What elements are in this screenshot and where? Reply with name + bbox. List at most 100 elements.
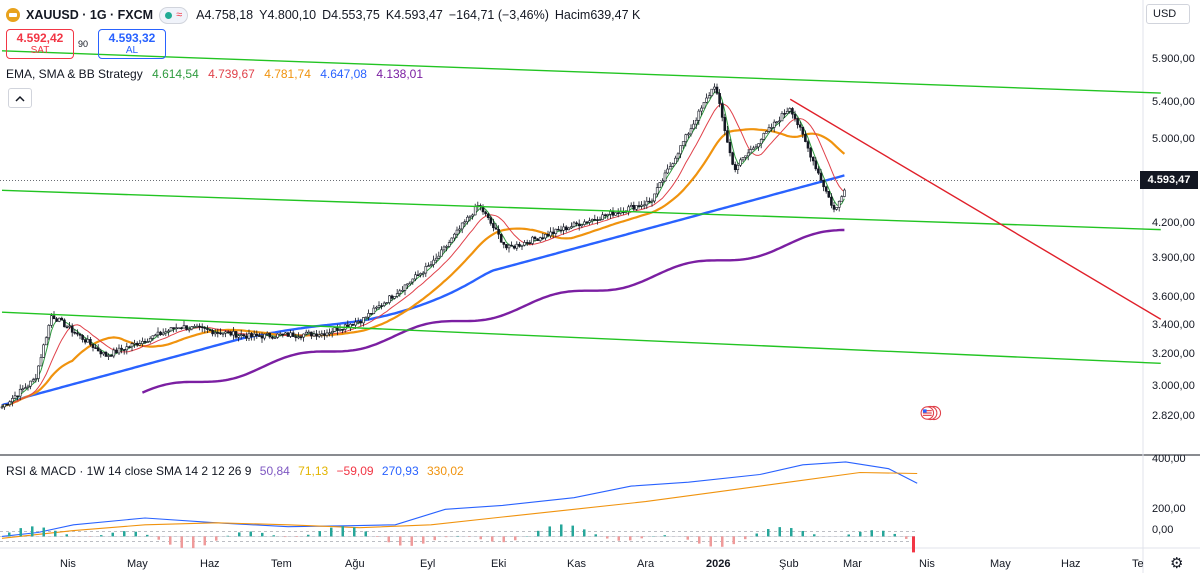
candle-body: [611, 211, 615, 216]
sell-button[interactable]: 4.592,42 SAT: [6, 29, 74, 59]
sub-axis-label: 0,00: [1152, 524, 1174, 536]
histogram-bar: [663, 535, 666, 537]
sub-pane: [0, 461, 918, 553]
candle-body: [302, 333, 305, 338]
buy-label: AL: [125, 45, 139, 56]
candle-body: [99, 350, 103, 355]
candle-body: [450, 237, 454, 243]
candle-body: [492, 223, 495, 229]
candle-body: [512, 245, 516, 249]
candle-body: [0, 406, 4, 409]
collapse-legend-button[interactable]: [8, 88, 32, 108]
candle-body: [484, 211, 487, 215]
candle-body: [710, 88, 714, 97]
gear-icon[interactable]: ⚙: [1170, 555, 1184, 572]
histogram-bar: [594, 534, 597, 537]
main-indicator-legend[interactable]: EMA, SMA & BB Strategy 4.614,54 4.739,67…: [6, 67, 429, 81]
candle-body: [424, 266, 428, 274]
change-value: −164,71 (−3,46%): [448, 8, 549, 22]
candle-body: [346, 324, 350, 328]
main-indicator-value: 4.138,01: [376, 67, 424, 81]
candle-body: [616, 212, 620, 215]
histogram-bar: [686, 536, 689, 540]
histogram-bar: [226, 535, 229, 537]
candle-body: [133, 342, 136, 345]
candle-body: [211, 330, 214, 335]
candle-body: [109, 355, 113, 357]
candle-body: [338, 329, 342, 331]
sub-axis-label: 200,00: [1152, 503, 1186, 515]
market-status-pill[interactable]: ≈: [159, 6, 189, 24]
candle-body: [120, 347, 123, 350]
histogram-bar: [882, 530, 885, 537]
candle-body: [801, 126, 805, 135]
histogram-bar: [422, 536, 425, 544]
candle-body: [572, 222, 576, 227]
histogram-bar: [912, 536, 915, 553]
us-flag-icon[interactable]: [920, 403, 942, 423]
candle-body: [705, 97, 708, 103]
histogram-bar: [111, 532, 114, 537]
candle-body: [796, 118, 799, 126]
candle-body: [112, 349, 116, 357]
candle-body: [471, 214, 474, 217]
candle-body: [713, 86, 716, 90]
trendline-green: [1, 50, 1161, 94]
candle-body: [640, 204, 643, 207]
candle-body: [393, 296, 396, 299]
candle-body: [757, 143, 760, 148]
candle-body: [505, 244, 508, 249]
histogram-bar: [249, 531, 252, 537]
candle-body: [843, 189, 846, 197]
histogram-bar: [318, 531, 321, 537]
candle-body: [250, 333, 253, 337]
candle-body: [427, 265, 430, 268]
candle-body: [414, 274, 417, 280]
price-axis-label: 4.200,00: [1152, 217, 1195, 229]
currency-selector[interactable]: USD: [1146, 4, 1190, 24]
candle-body: [226, 331, 230, 334]
sell-label: SAT: [30, 45, 50, 56]
histogram-bar: [629, 536, 632, 541]
candle-body: [351, 323, 355, 326]
candle-body: [804, 134, 807, 142]
histogram-bar: [42, 527, 45, 537]
candle-body: [96, 347, 100, 352]
candle-body: [419, 273, 422, 276]
candle-body: [395, 293, 399, 297]
candle-body: [125, 346, 129, 351]
candle-body: [8, 401, 12, 405]
candle-body: [603, 214, 607, 217]
candle-body: [3, 403, 6, 408]
histogram-bar: [261, 532, 264, 537]
histogram-bar: [353, 527, 356, 537]
sub-indicator-legend[interactable]: RSI & MACD · 1W 14 close SMA 14 2 12 26 …: [6, 464, 469, 478]
histogram-bar: [606, 536, 609, 539]
candle-body: [190, 326, 194, 330]
candle-body: [73, 331, 77, 334]
sell-price: 4.592,42: [16, 31, 64, 45]
candle-body: [86, 339, 90, 343]
histogram-bar: [732, 536, 735, 545]
candle-body: [221, 332, 225, 335]
candle-body: [666, 168, 669, 174]
histogram-bar: [307, 534, 310, 537]
candle-body: [286, 332, 290, 337]
candle-body: [655, 187, 659, 195]
candle-body: [759, 139, 763, 144]
candle-body: [648, 200, 651, 203]
symbol-title[interactable]: XAUUSD · 1G · FXCM: [26, 8, 154, 22]
candle-body: [788, 108, 792, 112]
candle-body: [694, 119, 698, 125]
candle-body: [115, 349, 118, 354]
candle-body: [294, 336, 298, 338]
candle-body: [78, 333, 82, 336]
sub-indicator-value: 71,13: [298, 464, 329, 478]
candle-body: [276, 333, 279, 338]
buy-button[interactable]: 4.593,32 AL: [98, 29, 166, 59]
candle-body: [744, 155, 747, 158]
candle-body: [26, 385, 30, 388]
main-indicator-value: 4.739,67: [208, 67, 255, 81]
candle-body: [668, 166, 672, 170]
